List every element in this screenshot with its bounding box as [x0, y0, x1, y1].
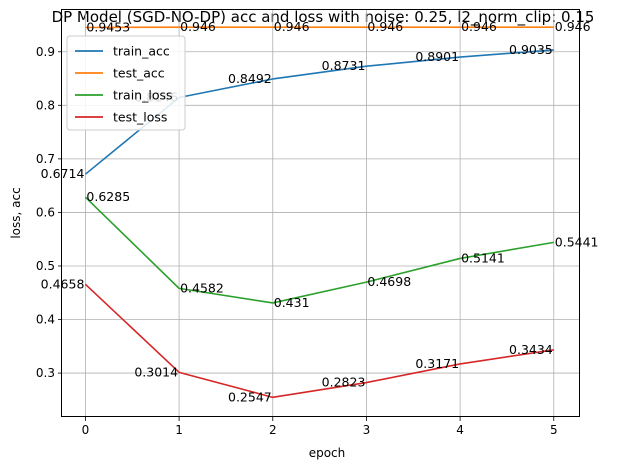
data-label: 0.5441: [555, 234, 599, 249]
legend-box: [66, 35, 186, 131]
data-label: 0.946: [367, 19, 403, 34]
chart-title: DP Model (SGD-NO-DP) acc and loss with n…: [52, 8, 595, 27]
data-label: 0.6714: [41, 166, 85, 181]
y-tick-label: 0.9: [36, 45, 55, 59]
y-tick-label: 0.5: [36, 259, 55, 273]
legend-entry: train_loss: [113, 88, 173, 103]
plot-frame: [61, 9, 580, 417]
data-label: 0.8901: [415, 49, 459, 64]
x-tick-label: 4: [456, 423, 464, 437]
data-label: 0.946: [180, 19, 216, 34]
series-line-test-loss: [84, 283, 554, 399]
y-tick-label: 0.3: [36, 366, 55, 380]
y-axis-label: loss, acc: [9, 187, 23, 238]
y-tick-label: 0.7: [36, 152, 55, 166]
data-label: 0.3014: [134, 364, 178, 379]
data-label: 0.946: [555, 19, 591, 34]
data-label: 0.3171: [415, 356, 459, 371]
data-label: 0.6285: [86, 189, 130, 204]
x-tick-label: 3: [363, 423, 371, 437]
legend-entry: train_acc: [113, 44, 170, 59]
data-label: 0.2823: [322, 375, 366, 390]
x-tick-label: 5: [550, 423, 558, 437]
legend-entry: test_acc: [113, 66, 165, 81]
x-tick-label: 1: [175, 423, 183, 437]
data-label: 0.431: [274, 295, 310, 310]
data-labels: 0.67140.81460.84920.87310.89010.90350.94…: [41, 19, 599, 404]
data-label: 0.9035: [509, 42, 553, 57]
data-label: 0.4582: [180, 280, 224, 295]
data-label: 0.5141: [461, 250, 505, 265]
data-label: 0.2547: [228, 389, 272, 404]
x-tick-label: 2: [269, 423, 277, 437]
legend: train_acc test_acc train_loss test_loss: [66, 35, 186, 131]
data-label: 0.4658: [41, 276, 85, 291]
y-tick-label: 0.4: [36, 313, 55, 327]
y-axis-ticks: 0.3 0.4 0.5 0.6 0.7 0.8 0.9: [36, 45, 62, 380]
legend-entry: test_loss: [113, 110, 167, 125]
series-line-train-loss: [84, 196, 554, 304]
data-label: 0.8492: [228, 71, 272, 86]
data-label: 0.946: [461, 19, 497, 34]
x-axis-ticks: 0 1 2 3 4 5: [82, 417, 558, 437]
data-label: 0.8731: [322, 58, 366, 73]
x-axis-label: epoch: [309, 446, 346, 460]
data-label: 0.9453: [86, 20, 130, 35]
data-label: 0.946: [274, 19, 310, 34]
y-tick-label: 0.8: [36, 98, 55, 112]
data-label: 0.3434: [509, 342, 553, 357]
y-tick-label: 0.6: [36, 205, 55, 219]
x-tick-label: 0: [82, 423, 90, 437]
data-label: 0.4698: [367, 274, 411, 289]
